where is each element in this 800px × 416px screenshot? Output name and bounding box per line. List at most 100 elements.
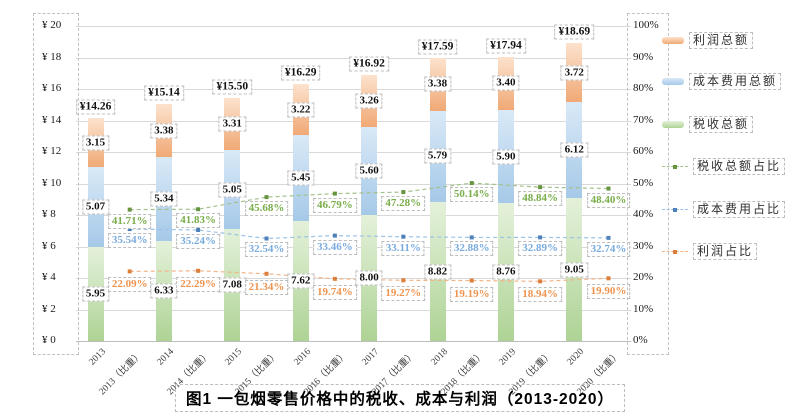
value-label-cost: 6.12 — [560, 142, 588, 158]
pct-label-profit-pct: 19.90% — [586, 284, 631, 300]
value-label-cost: 5.34 — [150, 191, 178, 207]
trend-marker-tax-pct — [401, 190, 406, 195]
pct-label-cost-pct: 32.89% — [518, 241, 562, 257]
gridline — [76, 89, 631, 90]
trend-marker-cost-pct — [127, 227, 132, 232]
trend-marker-cost-pct — [332, 233, 337, 238]
y-axis-tick-right: 0% — [633, 334, 648, 346]
gridline — [76, 278, 631, 279]
legend-line-swatch-icon — [662, 248, 688, 255]
y-axis-tick-left: ¥ 16 — [42, 82, 62, 94]
trend-marker-cost-pct — [264, 236, 269, 241]
gridline — [76, 26, 631, 27]
pct-label-tax-pct: 45.68% — [244, 201, 289, 217]
legend-item-cost-pct: 成本费用占比 — [662, 201, 786, 218]
value-label-profit: 3.31 — [218, 116, 246, 132]
trend-marker-profit-pct — [127, 269, 132, 274]
pct-label-tax-pct: 47.28% — [381, 196, 426, 212]
y-axis-tick-right: 40% — [633, 208, 654, 220]
value-label-profit: 3.22 — [287, 102, 315, 118]
trend-marker-tax-pct — [127, 207, 132, 212]
value-label-profit: 3.26 — [355, 93, 383, 109]
trend-marker-tax-pct — [538, 185, 543, 190]
gridline — [76, 215, 631, 216]
value-label-tax: 6.33 — [150, 283, 178, 299]
pct-label-profit-pct: 19.27% — [381, 286, 426, 302]
y-axis-tick-right: 10% — [633, 302, 654, 315]
gridline — [76, 183, 631, 185]
trend-marker-profit-pct — [606, 276, 611, 281]
pct-label-cost-pct: 33.46% — [313, 239, 357, 255]
y-axis-tick-left: ¥ 0 — [42, 334, 56, 346]
trend-marker-cost-pct — [196, 227, 201, 232]
legend-item-tax: 税收总额 — [662, 116, 754, 133]
y-axis-tick-left: ¥ 8 — [42, 208, 56, 220]
trend-marker-cost-pct — [606, 235, 611, 240]
value-label-tax: 5.95 — [81, 286, 110, 302]
y-axis-tick-left: ¥ 12 — [42, 145, 62, 157]
value-label-tax: 7.08 — [218, 277, 246, 293]
legend-label: 利润占比 — [693, 243, 758, 260]
total-label: ¥14.26 — [75, 99, 116, 115]
value-label-profit: 3.15 — [81, 135, 110, 151]
legend-label: 税收总额占比 — [693, 158, 786, 175]
value-label-tax: 8.76 — [492, 264, 520, 280]
trend-marker-cost-pct — [469, 235, 474, 240]
y-axis-tick-right: 100% — [633, 19, 659, 31]
pct-label-cost-pct: 33.11% — [381, 240, 425, 256]
pct-label-tax-pct: 41.71% — [107, 213, 152, 229]
legend-item-profit-pct: 利润占比 — [662, 243, 758, 260]
y-axis-tick-right: 70% — [633, 113, 654, 126]
value-label-cost: 5.90 — [492, 149, 520, 165]
total-label: ¥17.59 — [417, 39, 458, 55]
trend-marker-tax-pct — [332, 191, 337, 196]
legend-line-swatch-icon — [662, 163, 688, 170]
value-label-tax: 8.00 — [355, 270, 383, 286]
value-label-profit: 3.38 — [150, 123, 178, 139]
legend-bar-swatch-icon — [662, 37, 684, 44]
y-axis-tick-left: ¥ 20 — [42, 19, 62, 31]
legend-bar-swatch-icon — [662, 78, 684, 85]
y-axis-tick-right: 60% — [633, 145, 654, 157]
legend-label: 税收总额 — [689, 116, 754, 133]
legend-item-profit: 利润总额 — [662, 32, 754, 49]
pct-label-tax-pct: 50.14% — [449, 187, 494, 203]
total-label: ¥17.94 — [486, 38, 526, 54]
right-axis-box — [627, 13, 669, 355]
legend-item-tax-pct: 税收总额占比 — [662, 158, 786, 175]
pct-label-profit-pct: 22.29% — [176, 276, 220, 292]
y-axis-tick-right: 50% — [633, 176, 654, 189]
trend-marker-profit-pct — [196, 268, 201, 273]
total-label: ¥16.29 — [280, 65, 321, 81]
gridline — [76, 120, 631, 122]
legend-line-marker — [673, 249, 677, 254]
trend-marker-profit-pct — [469, 278, 474, 283]
trend-marker-tax-pct — [469, 181, 474, 186]
y-axis-tick-left: ¥ 10 — [42, 176, 62, 189]
trend-line-cost-pct — [129, 228, 609, 240]
y-axis-tick-right: 80% — [633, 82, 654, 94]
y-axis-tick-left: ¥ 14 — [42, 113, 62, 126]
pct-label-tax-pct: 46.79% — [313, 197, 357, 213]
legend-label: 成本费用占比 — [693, 201, 786, 218]
value-label-profit: 3.38 — [423, 76, 452, 92]
value-label-cost: 5.45 — [287, 170, 315, 186]
trend-marker-tax-pct — [264, 195, 269, 200]
y-axis-tick-right: 90% — [633, 50, 654, 63]
value-label-profit: 3.72 — [560, 65, 588, 81]
trend-marker-cost-pct — [538, 235, 543, 240]
chart-title: 图1 一包烟零售价格中的税收、成本与利润（2013-2020） — [174, 384, 626, 412]
gridline — [76, 341, 631, 342]
total-label: ¥18.69 — [554, 24, 595, 40]
y-axis-tick-left: ¥ 6 — [42, 239, 56, 252]
y-axis-tick-left: ¥ 2 — [42, 302, 56, 315]
left-axis-box — [33, 13, 79, 355]
legend-label: 成本费用总额 — [689, 73, 782, 90]
legend-label: 利润总额 — [689, 32, 754, 49]
pct-label-profit-pct: 22.09% — [107, 277, 152, 293]
pct-label-profit-pct: 19.19% — [449, 286, 494, 302]
value-label-cost: 5.60 — [355, 163, 383, 179]
pct-label-cost-pct: 32.54% — [244, 242, 289, 258]
value-label-cost: 5.05 — [218, 182, 246, 198]
